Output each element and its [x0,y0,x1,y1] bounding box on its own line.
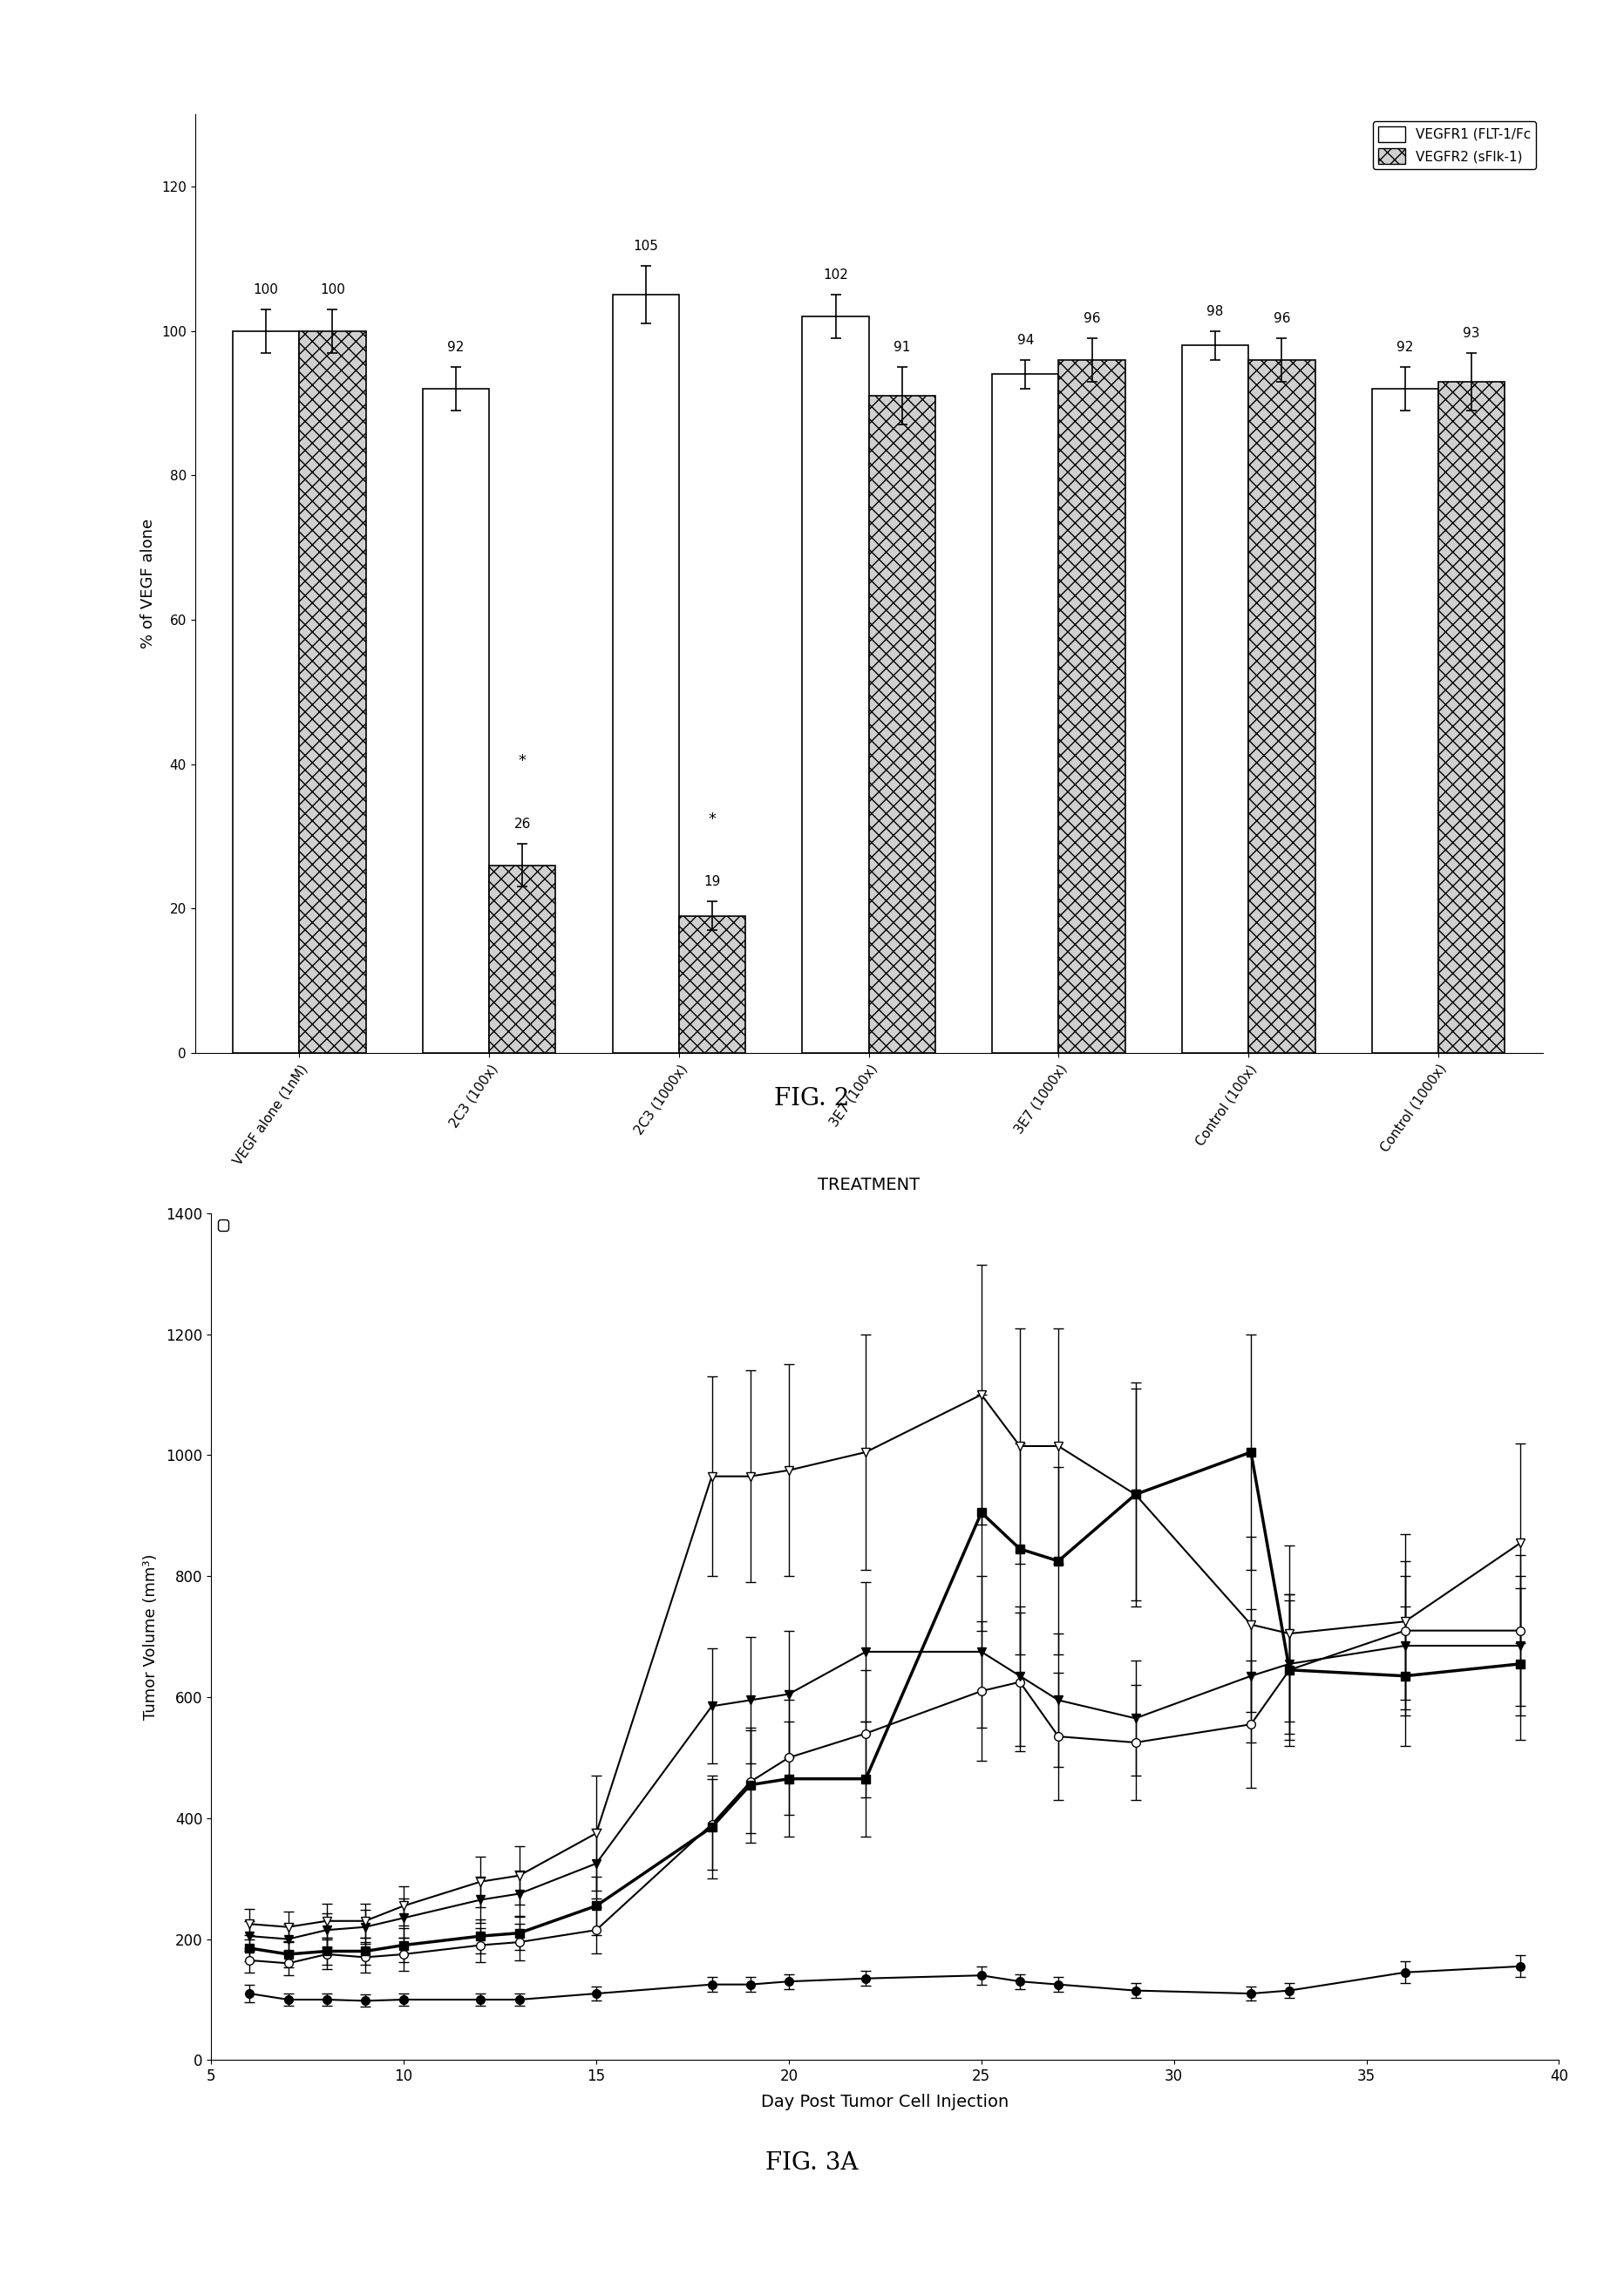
Text: 92: 92 [448,341,464,355]
Bar [679,916,745,1053]
X-axis label: Day Post Tumor Cell Injection: Day Post Tumor Cell Injection [762,2094,1009,2110]
Bar [489,865,555,1053]
Y-axis label: % of VEGF alone: % of VEGF alone [141,520,156,648]
Bar [992,375,1059,1053]
Bar [612,295,679,1053]
Bar [1249,359,1315,1053]
Bar [299,332,365,1053]
Text: 105: 105 [633,240,658,254]
Y-axis label: Tumor Volume (mm³): Tumor Volume (mm³) [143,1554,159,1719]
Text: *: * [518,753,526,769]
Text: 96: 96 [1083,311,1101,325]
Legend: VEGFR1 (FLT-1/Fc, VEGFR2 (sFlk-1): VEGFR1 (FLT-1/Fc, VEGFR2 (sFlk-1) [1372,121,1536,169]
X-axis label: TREATMENT: TREATMENT [818,1177,919,1193]
Text: 91: 91 [893,341,911,355]
Bar [232,332,299,1053]
Text: 100: 100 [320,284,346,295]
Text: 96: 96 [1273,311,1289,325]
Text: 94: 94 [1017,334,1034,348]
Text: 93: 93 [1463,327,1479,339]
Text: 102: 102 [823,268,848,282]
Bar [869,396,935,1053]
Bar [1059,359,1125,1053]
Text: 19: 19 [703,874,721,888]
Bar [1372,389,1439,1053]
Legend:  [218,1220,229,1231]
Text: 26: 26 [513,817,531,831]
Bar [802,316,869,1053]
Text: 92: 92 [1397,341,1413,355]
Text: 98: 98 [1207,304,1224,318]
Text: *: * [708,810,716,826]
Bar [422,389,489,1053]
Bar [1439,382,1505,1053]
Text: FIG. 3A: FIG. 3A [765,2152,859,2175]
Bar [1182,346,1249,1053]
Text: 100: 100 [253,284,279,295]
Text: FIG. 2: FIG. 2 [775,1087,849,1110]
